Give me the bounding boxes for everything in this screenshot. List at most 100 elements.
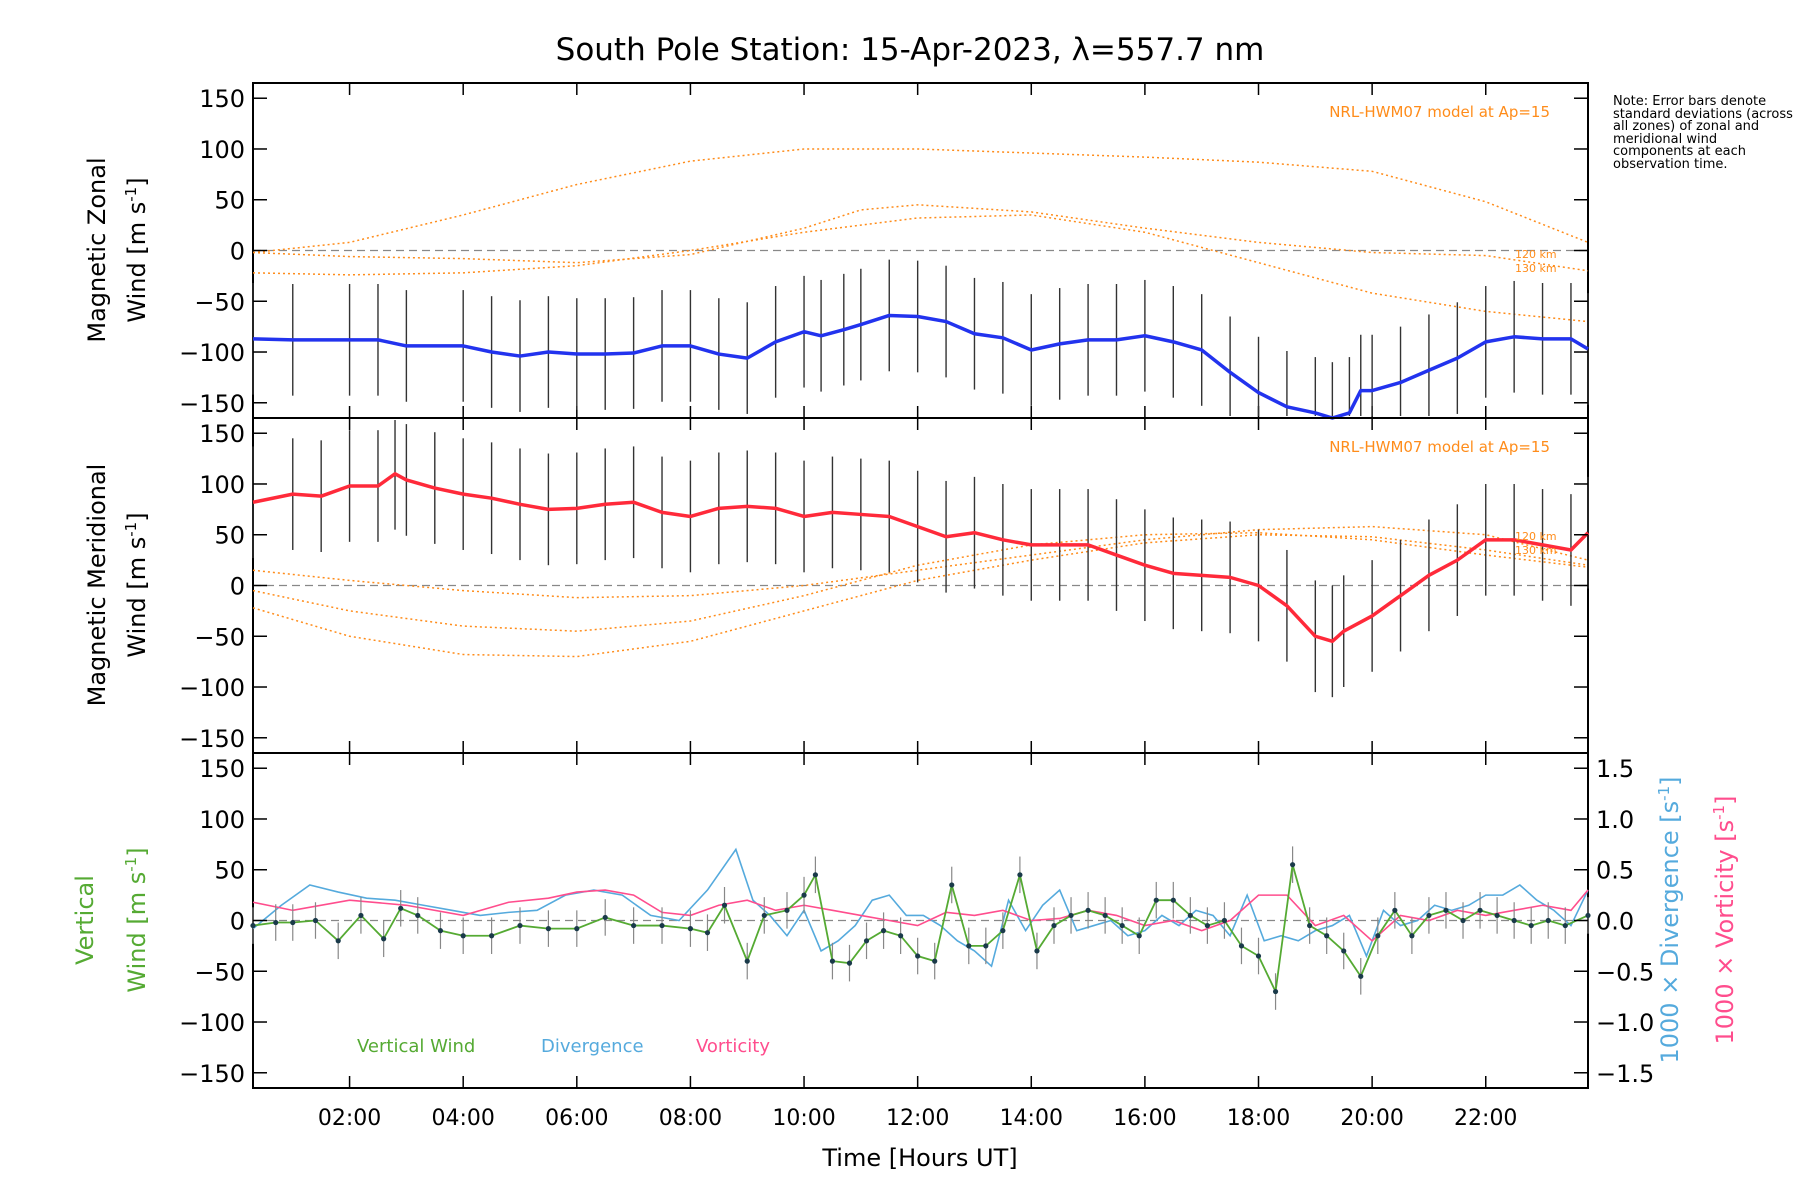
vertical-wind-point xyxy=(1477,907,1483,913)
vertical-wind-point xyxy=(1221,917,1228,924)
vertical-wind-point xyxy=(1562,922,1568,929)
divergence-axis-label: 1000 × Divergence [s-1] xyxy=(1655,776,1684,1063)
right-axis-tick-label: 1.0 xyxy=(1596,806,1634,834)
right-axis-tick-label: −0.5 xyxy=(1596,958,1654,986)
vertical-wind-point xyxy=(1051,922,1057,929)
vertical-wind-point xyxy=(358,912,364,919)
meridional-y-axis: 150 100 50 0 −50 −100 −150 xyxy=(179,420,1588,753)
zonal-ytick-label: 100 xyxy=(199,136,245,164)
vertical-wind-point xyxy=(437,928,444,934)
vertical-wind-point xyxy=(744,958,750,964)
zonal-ytick-label: 50 xyxy=(214,187,245,215)
zonal-model-curve xyxy=(252,204,1589,272)
vorticity-axis-text: 1000 × Vorticity xyxy=(1711,849,1739,1044)
zonal-ylabel-wind: Wind xyxy=(123,262,151,322)
vertical-wind-point xyxy=(1460,917,1466,924)
vertical-wind-point xyxy=(1443,907,1449,913)
vertical-wind-point xyxy=(1034,948,1040,954)
vertical-wind-point xyxy=(1358,973,1364,979)
vertical-wind-point xyxy=(880,928,887,934)
vertical-wind-point xyxy=(761,912,767,919)
vertical-wind-point xyxy=(846,960,853,966)
zonal-model-curve xyxy=(252,214,1589,323)
vertical-y-axis: 150 100 50 0 −50 −100 −150 xyxy=(179,755,1588,1088)
vertical-wind-point xyxy=(966,943,972,949)
divergence-axis-units: [s xyxy=(1656,801,1684,823)
zonal-ylabel-units: [m s xyxy=(123,202,151,255)
x-tick-label: 08:00 xyxy=(659,1106,722,1131)
vertical-wind-point xyxy=(574,926,580,932)
vertical-wind-point xyxy=(517,922,523,929)
zonal-ylabel-line1: Magnetic Zonal xyxy=(83,157,111,342)
vertical-wind-point xyxy=(1153,897,1159,903)
zonal-ylabel-exp: -1 xyxy=(122,187,140,202)
meridional-ylabel-line1: Magnetic Meridional xyxy=(83,464,111,707)
vertical-wind-point xyxy=(273,919,279,926)
divergence-axis-close: ] xyxy=(1656,776,1684,785)
vertical-ytick-label: −100 xyxy=(179,1009,245,1037)
vertical-wind-panel: 150 100 50 0 −50 −100 −150 1.5 1.0 0.5 0.0 −0.5 −1.… xyxy=(71,752,1739,1172)
right-axis-tick-label: −1.0 xyxy=(1596,1009,1654,1037)
meridional-ytick-label: −100 xyxy=(179,674,245,702)
vertical-wind-point xyxy=(398,905,404,911)
zonal-ytick-label: 0 xyxy=(230,238,245,266)
vertical-wind-point xyxy=(545,926,552,932)
x-tick-label: 22:00 xyxy=(1454,1106,1517,1131)
vertical-wind-point xyxy=(631,922,637,929)
zonal-ylabel-line2: Wind [m s-1] xyxy=(122,177,151,322)
meridional-wind-panel: 150 100 50 0 −50 −100 −150 NRL-HWM07 model at … xyxy=(83,417,1590,754)
divergence-axis-exp: -1 xyxy=(1655,786,1673,801)
meridional-model-curve xyxy=(252,531,1589,632)
vertical-wind-point xyxy=(898,933,904,939)
vertical-wind-point xyxy=(381,936,387,942)
zonal-model-label: NRL-HWM07 model at Ap=15 xyxy=(1329,103,1550,121)
vertical-ytick-label: 150 xyxy=(199,755,245,783)
time-x-axis: 02:00 04:00 06:00 08:00 10:00 12:00 14:00 16:00… xyxy=(318,1106,1518,1131)
vertical-wind-point xyxy=(290,919,296,926)
vertical-wind-point xyxy=(1119,922,1125,929)
meridional-model-alt-120: 120 km xyxy=(1515,530,1557,543)
vertical-wind-point xyxy=(415,912,421,919)
vertical-plot-area xyxy=(250,753,1591,1088)
divergence-line xyxy=(252,847,1589,968)
meridional-ytick-label: −50 xyxy=(194,623,245,651)
meridional-ylabel-exp: -1 xyxy=(122,522,140,537)
vertical-wind-point xyxy=(932,958,938,964)
vertical-wind-point xyxy=(1341,948,1347,954)
legend-vorticity: Vorticity xyxy=(696,1036,770,1057)
meridional-ytick-label: 50 xyxy=(214,522,245,550)
zonal-wind-line xyxy=(252,313,1589,420)
vertical-ylabel-line1: Vertical xyxy=(71,875,99,965)
meridional-ytick-label: 150 xyxy=(199,420,245,448)
vertical-wind-point xyxy=(1426,912,1432,919)
vertical-wind-point xyxy=(488,933,495,939)
right-axis-tick-label: 0.5 xyxy=(1596,857,1634,885)
vertical-wind-point xyxy=(1068,912,1074,919)
vertical-wind-point xyxy=(829,958,836,964)
meridional-ylabel-units: [m s xyxy=(123,537,151,590)
vertical-ylabel-close: ] xyxy=(123,847,151,856)
meridional-ytick-label: −150 xyxy=(179,725,245,753)
vertical-wind-point xyxy=(1102,912,1108,919)
meridional-ylabel-line2: Wind [m s-1] xyxy=(122,512,151,657)
legend-vertical-wind: Vertical Wind xyxy=(357,1036,475,1057)
meridional-ylabel-close: ] xyxy=(123,512,151,521)
right-axis-tick-label: −1.5 xyxy=(1596,1060,1654,1088)
meridional-model-curve xyxy=(252,533,1589,658)
vertical-wind-point xyxy=(1272,988,1279,995)
vertical-wind-point xyxy=(1528,922,1534,929)
vertical-wind-point xyxy=(1375,933,1381,939)
x-tick-label: 10:00 xyxy=(772,1106,835,1131)
vertical-wind-point xyxy=(1494,912,1500,919)
vorticity-line xyxy=(252,889,1589,942)
vertical-wind-point xyxy=(1085,907,1091,913)
vertical-right-axis: 1.5 1.0 0.5 0.0 −0.5 −1.0 −1.5 xyxy=(1596,755,1654,1088)
vertical-wind-point xyxy=(949,882,955,888)
vertical-wind-point xyxy=(1545,917,1551,924)
vertical-wind-point xyxy=(659,922,665,929)
x-tick-label: 06:00 xyxy=(545,1106,608,1131)
vorticity-axis-units: [s xyxy=(1711,820,1739,842)
meridional-model-alt-130: 130 km xyxy=(1515,544,1557,557)
vertical-ytick-label: 0 xyxy=(230,908,245,936)
